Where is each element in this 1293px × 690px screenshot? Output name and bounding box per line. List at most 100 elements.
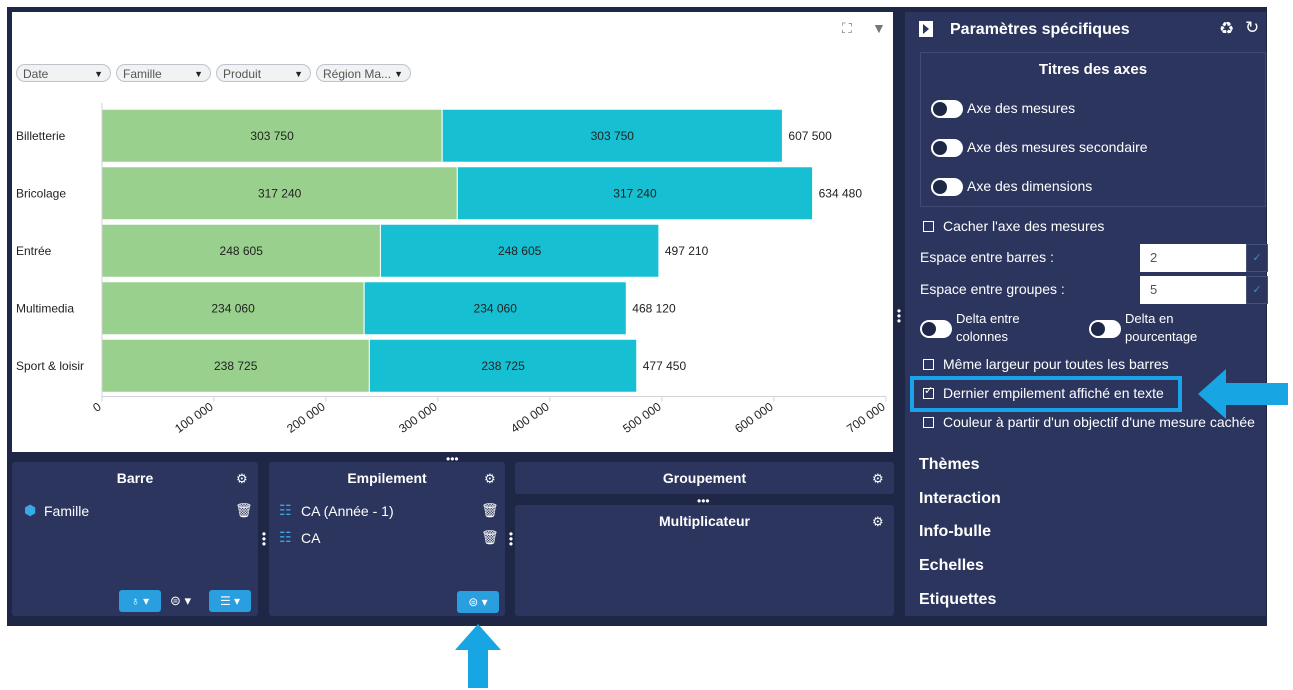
- bar-segment: [379, 223, 660, 278]
- groupement-panel: Groupement ⚙: [515, 462, 894, 494]
- x-tick-label: 200 000: [284, 399, 328, 436]
- empilement-panel: Empilement ⚙ ☷ CA (Année - 1) 🗑 ☷ CA 🗑 ⊜…: [269, 462, 505, 616]
- toggle-axe-dimensions[interactable]: [931, 178, 963, 196]
- equal-icon: ⊜: [468, 595, 479, 609]
- highlight-box: [910, 376, 1182, 412]
- checkbox-hide-measure-axis[interactable]: [923, 221, 934, 232]
- settings-panel: Paramètres spécifiques ♻ ↻ Titres des ax…: [905, 12, 1268, 616]
- measure-ca[interactable]: CA: [301, 530, 321, 546]
- confirm-check-icon[interactable]: ✓: [1246, 276, 1268, 304]
- bar-value-label: 303 750: [591, 129, 635, 143]
- bar-segment: [101, 108, 443, 163]
- measure-ca-annee-1[interactable]: CA (Année - 1): [301, 503, 394, 519]
- filter-famille[interactable]: Famille ▼: [116, 64, 211, 82]
- bar-total-label: 607 500: [788, 129, 832, 143]
- bar-total-label: 477 450: [643, 359, 687, 373]
- bar-segment: [101, 281, 365, 336]
- toggle-delta-colonnes[interactable]: [920, 320, 952, 338]
- section-title: Titres des axes: [1038, 61, 1148, 78]
- category-label: Billetterie: [16, 129, 66, 143]
- chevron-down-icon: ▼: [194, 69, 203, 79]
- toggle-label: Axe des dimensions: [967, 178, 1093, 194]
- dimension-icon: ⬢: [24, 502, 37, 518]
- bar-value-label: 248 605: [220, 244, 264, 258]
- bar-segment: [456, 166, 814, 221]
- checkbox-last-stack-text[interactable]: ✓: [923, 385, 934, 399]
- settings-icon[interactable]: ⚙: [872, 514, 884, 529]
- confirm-check-icon[interactable]: ✓: [1246, 244, 1268, 272]
- settings-icon[interactable]: ⚙: [484, 471, 496, 486]
- collapse-panel-icon[interactable]: [919, 21, 933, 37]
- dimension-famille[interactable]: Famille: [44, 503, 90, 519]
- settings-icon[interactable]: ⚙: [236, 471, 248, 486]
- x-tick-label: 600 000: [732, 399, 776, 436]
- toggle-label: colonnes: [956, 329, 1009, 344]
- x-tick-label: 500 000: [620, 399, 664, 436]
- menu-info-bulle[interactable]: Info-bulle: [919, 523, 991, 540]
- bar-segment: [101, 166, 458, 221]
- x-tick-label: 700 000: [844, 399, 888, 436]
- bar-segment: [441, 108, 783, 163]
- expand-icon[interactable]: ⛶: [842, 20, 852, 36]
- multiplicateur-panel: Multiplicateur ⚙: [515, 505, 894, 616]
- chevron-down-icon[interactable]: ▼: [872, 20, 886, 36]
- trash-icon[interactable]: 🗑: [481, 502, 499, 518]
- panel-title: Empilement: [347, 470, 427, 486]
- trash-icon[interactable]: 🗑: [481, 529, 499, 545]
- bar-value-label: 303 750: [250, 129, 294, 143]
- bar-space-input[interactable]: 2: [1140, 244, 1246, 272]
- settings-header: Paramètres spécifiques ♻ ↻: [905, 12, 1266, 46]
- bar-segment: [101, 223, 381, 278]
- reset-icon[interactable]: ↻: [1245, 18, 1260, 37]
- toggle-axe-mesures[interactable]: [931, 100, 963, 118]
- panel-title: Barre: [116, 470, 154, 486]
- medal-icon: ♁: [130, 594, 140, 608]
- checkbox-color-objective[interactable]: [923, 417, 934, 428]
- stacked-bar-chart: 303 750 303 750 607 500 Billetterie 317 240 3…: [16, 103, 888, 436]
- x-tick-label: 400 000: [508, 399, 552, 436]
- category-label: Sport & loisir: [16, 359, 84, 373]
- equal-dropdown[interactable]: ⊜ ▾: [170, 593, 192, 608]
- menu-echelles[interactable]: Echelles: [919, 557, 984, 574]
- filter-produit[interactable]: Produit ▼: [216, 64, 311, 82]
- toggle-label: Delta en: [1125, 311, 1174, 326]
- group-space-input[interactable]: 5: [1140, 276, 1246, 304]
- medal-dropdown[interactable]: ♁ ▾: [119, 590, 161, 612]
- menu-etiquettes[interactable]: Etiquettes: [919, 591, 997, 608]
- sort-dropdown[interactable]: ☰ ▾: [209, 590, 251, 612]
- drag-handle[interactable]: •••: [261, 527, 267, 551]
- checkbox-same-width[interactable]: [923, 359, 934, 370]
- trash-icon[interactable]: 🗑: [235, 502, 253, 518]
- panel-title: Groupement: [662, 470, 747, 486]
- bar-segment: [368, 338, 638, 393]
- toggle-delta-pourcentage[interactable]: [1089, 320, 1121, 338]
- bar-segment: [101, 338, 370, 393]
- settings-title: Paramètres spécifiques: [950, 21, 1130, 38]
- menu-interaction[interactable]: Interaction: [919, 490, 1001, 507]
- x-tick-label: 100 000: [172, 399, 216, 436]
- bar-value-label: 248 605: [498, 244, 542, 258]
- toggle-label: Axe des mesures: [967, 100, 1076, 116]
- recycle-icon[interactable]: ♻: [1219, 19, 1235, 38]
- chevron-down-icon: ▼: [94, 69, 103, 79]
- bar-value-label: 238 725: [481, 359, 525, 373]
- sort-icon: ☰: [219, 594, 231, 608]
- chevron-down-icon: ▼: [294, 69, 303, 79]
- toggle-axe-mesures-secondaire[interactable]: [931, 139, 963, 157]
- bar-space-label: Espace entre barres :: [920, 249, 1054, 265]
- equal-dropdown[interactable]: ⊜ ▾: [457, 591, 499, 613]
- category-label: Entrée: [16, 244, 52, 258]
- chevron-down-icon: ▼: [394, 69, 403, 79]
- bar-value-label: 317 240: [258, 186, 302, 200]
- settings-icon[interactable]: ⚙: [872, 471, 884, 486]
- filter-date[interactable]: Date ▼: [16, 64, 111, 82]
- filter-region[interactable]: Région Ma... ▼: [316, 64, 411, 82]
- group-space-label: Espace entre groupes :: [920, 281, 1065, 297]
- barre-panel: Barre ⚙ ⬢ Famille 🗑 ♁ ▾ ⊜ ▾ ☰ ▾: [12, 462, 258, 616]
- drag-handle[interactable]: •••: [896, 304, 902, 328]
- bar-value-label: 234 060: [474, 301, 518, 315]
- axes-titles-section: Titres des axes Axe des mesures Axe des …: [920, 52, 1266, 207]
- drag-handle[interactable]: •••: [697, 494, 710, 508]
- menu-themes[interactable]: Thèmes: [919, 456, 980, 473]
- drag-handle[interactable]: •••: [508, 527, 514, 551]
